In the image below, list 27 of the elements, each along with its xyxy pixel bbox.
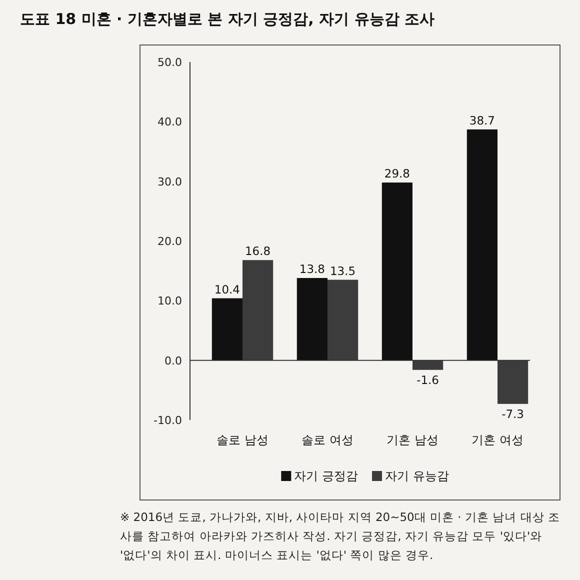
data-label: 10.4 [214,282,240,296]
y-tick-label: 30.0 [158,175,182,188]
bar [466,129,498,360]
data-label: -7.3 [502,406,524,421]
chart-title: 도표 18 미혼 · 기혼자별로 본 자기 긍정감, 자기 유능감 조사 [20,10,436,29]
legend-label: 자기 긍정감 [294,469,358,483]
y-tick-label: 40.0 [158,116,182,129]
x-tick-label: 기혼 여성 [472,433,524,447]
bar [382,182,412,360]
y-tick-label: 50.0 [158,56,182,69]
bar [212,298,242,360]
data-label: 13.5 [330,264,356,278]
x-tick-label: 솔로 여성 [302,433,354,447]
legend-label: 자기 유능감 [385,469,449,483]
y-tick-label: -10.0 [154,414,182,427]
x-tick-label: 기혼 남성 [386,433,438,447]
data-label: 13.8 [299,262,326,276]
data-label: 38.7 [469,113,496,128]
data-label: 16.8 [244,244,271,258]
x-tick-label: 솔로 남성 [216,433,268,447]
data-label: -1.6 [416,372,440,387]
y-tick-label: 10.0 [158,294,182,308]
y-tick-label: 20.0 [158,235,182,248]
bar [296,278,328,360]
data-label: 29.8 [384,166,410,181]
text: ※ 2016년 도쿄, 가나가와, 지바, 사이타마 지역 20~50대 미혼 · 기혼 남녀 대상 조사를 참고하여 아라카와 가즈히사 작성. 자기 긍정감, 자기 유능감 모두 '있다'와 '없다'의 차이 표시. 마이너스 표시는 '없다' 쪽이 많은 경우. [120,509,560,564]
y-tick-label: 0.0 [164,354,182,368]
